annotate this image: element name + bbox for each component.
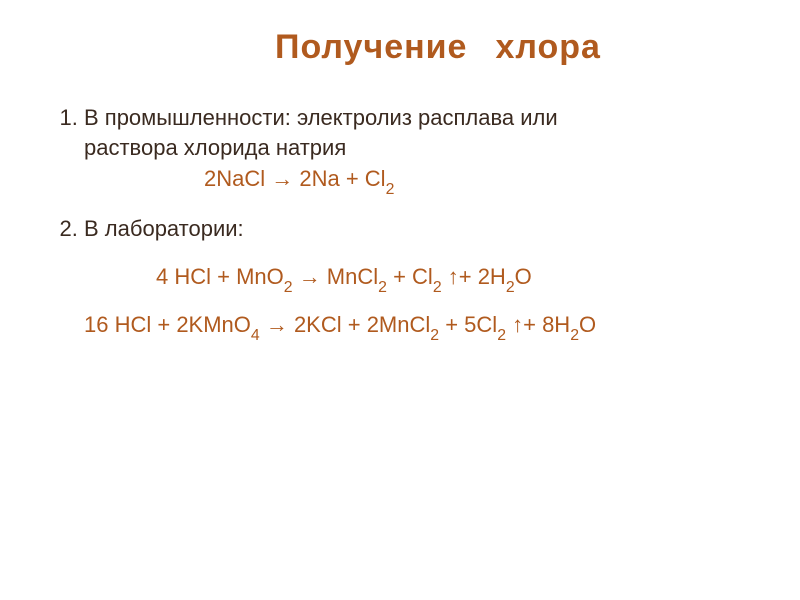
eq3-p1: 16 HCl + 2KMnO: [84, 312, 251, 337]
eq2-p4: ↑+ 2H: [442, 264, 506, 289]
eq1-text: 2NaCl → 2Na + Cl: [204, 166, 386, 191]
eq2-p3: + Cl: [387, 264, 433, 289]
equation-3: 16 HCl + 2KMnO4 → 2KCl + 2MnCl2 + 5Cl2 ↑…: [84, 312, 760, 342]
slide-title: Получение хлора: [116, 28, 760, 67]
eq2-p1: 4 HCl + MnO: [156, 264, 284, 289]
eq2-s2: 2: [378, 279, 387, 296]
li1-line-b: раствора хлорида натрия: [84, 135, 346, 160]
ordered-list: В промышленности: электролиз расплава ил…: [56, 103, 760, 244]
title-word-2: хлора: [495, 28, 601, 66]
eq2-s4: 2: [506, 279, 515, 296]
eq3-s4: 2: [570, 327, 579, 344]
list-item-2: В лаборатории:: [84, 214, 760, 244]
title-word-1: Получение: [275, 28, 467, 66]
eq2-p5: O: [515, 264, 532, 289]
slide: Получение хлора В промышленности: электро…: [0, 0, 800, 600]
eq1-sub: 2: [386, 181, 395, 198]
list-item-1: В промышленности: электролиз расплава ил…: [84, 103, 760, 198]
eq3-p2: → 2KCl + 2MnCl: [260, 312, 431, 337]
li2-line-a: В лаборатории:: [84, 216, 244, 241]
eq3-s3: 2: [497, 327, 506, 344]
eq3-p4: ↑+ 8H: [506, 312, 570, 337]
eq3-s2: 2: [430, 327, 439, 344]
equation-1: 2NaCl → 2Na + Cl2: [204, 164, 760, 198]
eq3-p5: O: [579, 312, 596, 337]
eq3-s1: 4: [251, 327, 260, 344]
equation-2: 4 HCl + MnO2 → MnCl2 + Cl2 ↑+ 2H2O: [156, 264, 760, 294]
eq2-p2: → MnCl: [293, 264, 379, 289]
li1-line-a: В промышленности: электролиз расплава ил…: [84, 105, 558, 130]
eq2-s3: 2: [433, 279, 442, 296]
eq2-s1: 2: [284, 279, 293, 296]
eq3-p3: + 5Cl: [439, 312, 497, 337]
